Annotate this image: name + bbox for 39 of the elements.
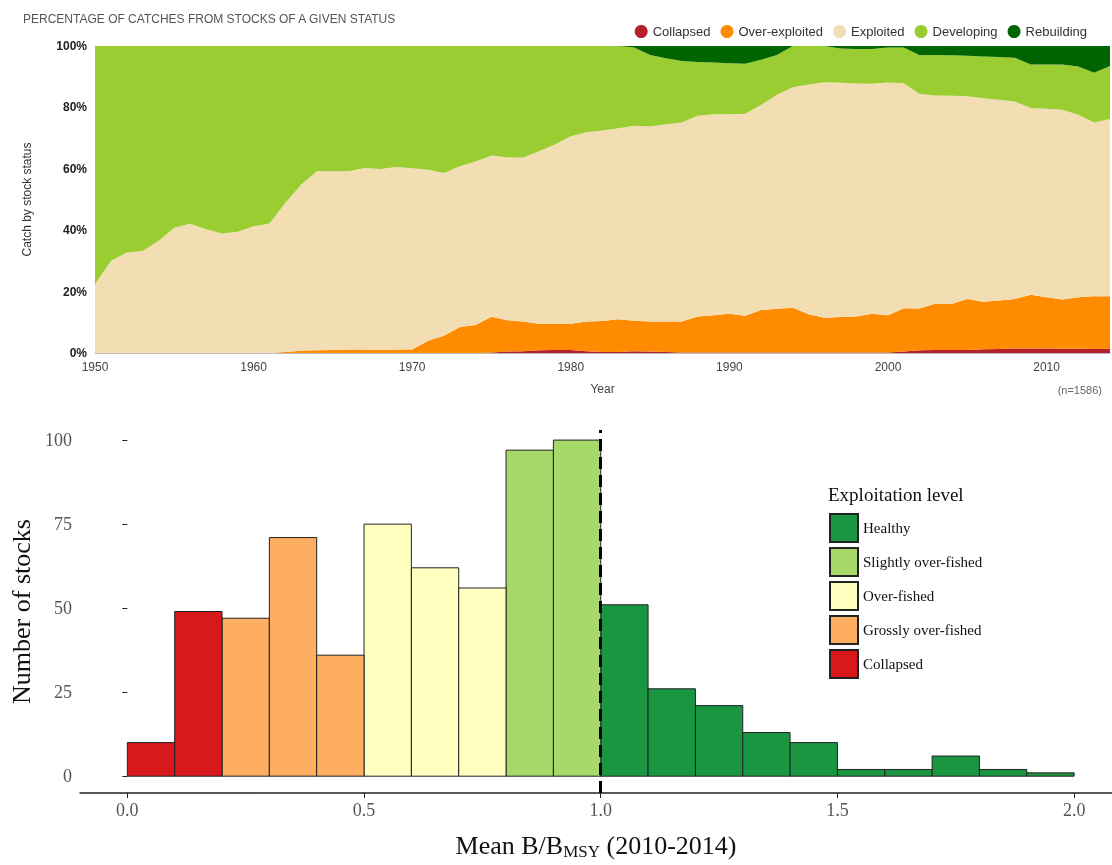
x-tick-label: 2.0 — [1062, 800, 1086, 820]
legend-label: Slightly over-fished — [863, 554, 983, 570]
y-tick-label: 25 — [54, 682, 72, 703]
y-tick-label: 0% — [69, 346, 88, 360]
legend-label: Over-fished — [863, 588, 935, 604]
legend-label: Rebuilding — [1025, 24, 1087, 39]
x-tick-label: 2000 — [874, 360, 902, 374]
x-axis-title: Year — [590, 382, 615, 396]
y-axis-title: Number of stocks — [6, 519, 36, 704]
y-axis-title: Catch by stock status — [20, 142, 34, 257]
legend-label: Collapsed — [863, 656, 924, 672]
x-tick-label: 1950 — [81, 360, 109, 374]
y-tick-label: 40% — [62, 223, 88, 238]
x-tick-label: 2010 — [1033, 360, 1061, 374]
y-tick-label: 20% — [62, 284, 88, 299]
x-tick-label: 0.0 — [116, 800, 139, 820]
text: (n=1586) — [1057, 383, 1103, 396]
x-tick-label: 0.5 — [352, 800, 376, 820]
y-tick-label: 80% — [62, 100, 88, 115]
x-tick-label: 1990 — [716, 360, 744, 374]
legend-title: Exploitation level — [828, 484, 964, 505]
y-tick-label: 50 — [54, 598, 72, 619]
x-tick-label: 1970 — [398, 360, 426, 374]
chart-title: PERCENTAGE OF CATCHES FROM STOCKS OF A GIVEN STATUS — [23, 12, 396, 26]
y-tick-label: 0 — [63, 766, 72, 787]
legend-label: Healthy — [863, 520, 911, 536]
y-tick-label: 100% — [56, 39, 88, 53]
y-tick-label: 100 — [45, 430, 72, 451]
legend-label: Developing — [932, 24, 998, 39]
y-tick-label: 60% — [62, 161, 88, 176]
legend-label: Grossly over-fished — [863, 622, 982, 638]
x-tick-label: 1.0 — [589, 800, 612, 820]
x-tick-label: 1.5 — [826, 800, 849, 820]
x-tick-label: 1960 — [240, 360, 268, 374]
x-tick-label: 1980 — [557, 360, 585, 374]
y-tick-label: 75 — [54, 514, 72, 535]
legend-label: Collapsed — [652, 24, 711, 39]
legend-label: Over-exploited — [738, 24, 824, 39]
legend-label: Exploited — [851, 24, 905, 39]
